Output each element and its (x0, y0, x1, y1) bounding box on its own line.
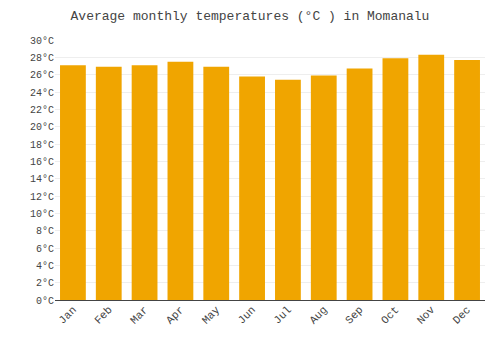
svg-text:Jun: Jun (236, 304, 258, 326)
svg-text:Apr: Apr (164, 304, 186, 326)
svg-text:28°C: 28°C (30, 53, 54, 64)
svg-text:Mar: Mar (128, 304, 150, 326)
svg-text:20°C: 20°C (30, 122, 54, 133)
svg-text:18°C: 18°C (30, 140, 54, 151)
svg-text:6°C: 6°C (36, 244, 54, 255)
svg-text:16°C: 16°C (30, 157, 54, 168)
svg-text:Sep: Sep (343, 304, 365, 326)
svg-text:24°C: 24°C (30, 88, 54, 99)
svg-text:Feb: Feb (92, 304, 114, 326)
svg-text:Jan: Jan (56, 304, 78, 326)
svg-text:14°C: 14°C (30, 174, 54, 185)
svg-text:0°C: 0°C (36, 296, 54, 307)
svg-text:4°C: 4°C (36, 261, 54, 272)
svg-text:Aug: Aug (307, 304, 329, 326)
svg-text:10°C: 10°C (30, 209, 54, 220)
svg-text:12°C: 12°C (30, 192, 54, 203)
svg-text:30°C: 30°C (30, 36, 54, 47)
svg-text:22°C: 22°C (30, 105, 54, 116)
svg-text:26°C: 26°C (30, 70, 54, 81)
svg-text:2°C: 2°C (36, 278, 54, 289)
svg-text:8°C: 8°C (36, 226, 54, 237)
svg-text:Nov: Nov (415, 304, 438, 327)
svg-text:Oct: Oct (379, 304, 401, 326)
svg-text:Jul: Jul (271, 304, 293, 326)
svg-text:May: May (200, 304, 223, 327)
svg-text:Dec: Dec (451, 304, 473, 326)
svg-text:Average monthly temperatures (: Average monthly temperatures (°C ) in Mo… (71, 9, 430, 24)
